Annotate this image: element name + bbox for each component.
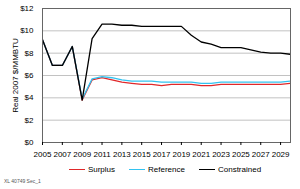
svg-text:2021: 2021: [192, 150, 210, 159]
svg-text:$0: $0: [25, 138, 34, 147]
svg-text:$10: $10: [20, 26, 34, 35]
svg-text:2027: 2027: [252, 150, 270, 159]
svg-text:2013: 2013: [113, 150, 131, 159]
svg-text:2009: 2009: [73, 150, 91, 159]
svg-text:$2: $2: [25, 116, 34, 125]
html-text:Surplus: Surplus: [87, 164, 115, 174]
svg-text:2019: 2019: [172, 150, 190, 159]
html-text:XL 40749 Sec_1: XL 40749 Sec_1: [4, 178, 41, 184]
svg-text:Real 2007 $/MMBTU: Real 2007 $/MMBTU: [11, 38, 20, 113]
svg-text:2011: 2011: [93, 150, 111, 159]
html-text:Constrained: Constrained: [218, 164, 262, 174]
svg-text:2015: 2015: [133, 150, 151, 159]
svg-text:2005: 2005: [34, 150, 52, 159]
svg-text:$12: $12: [20, 4, 34, 13]
svg-text:$8: $8: [25, 49, 34, 58]
svg-text:$4: $4: [25, 93, 34, 102]
svg-text:$6: $6: [25, 71, 34, 80]
svg-text:2007: 2007: [53, 150, 71, 159]
svg-text:2029: 2029: [272, 150, 290, 159]
svg-text:2023: 2023: [212, 150, 230, 159]
svg-text:2025: 2025: [232, 150, 250, 159]
html-text:Reference: Reference: [148, 164, 185, 174]
svg-text:2017: 2017: [153, 150, 171, 159]
